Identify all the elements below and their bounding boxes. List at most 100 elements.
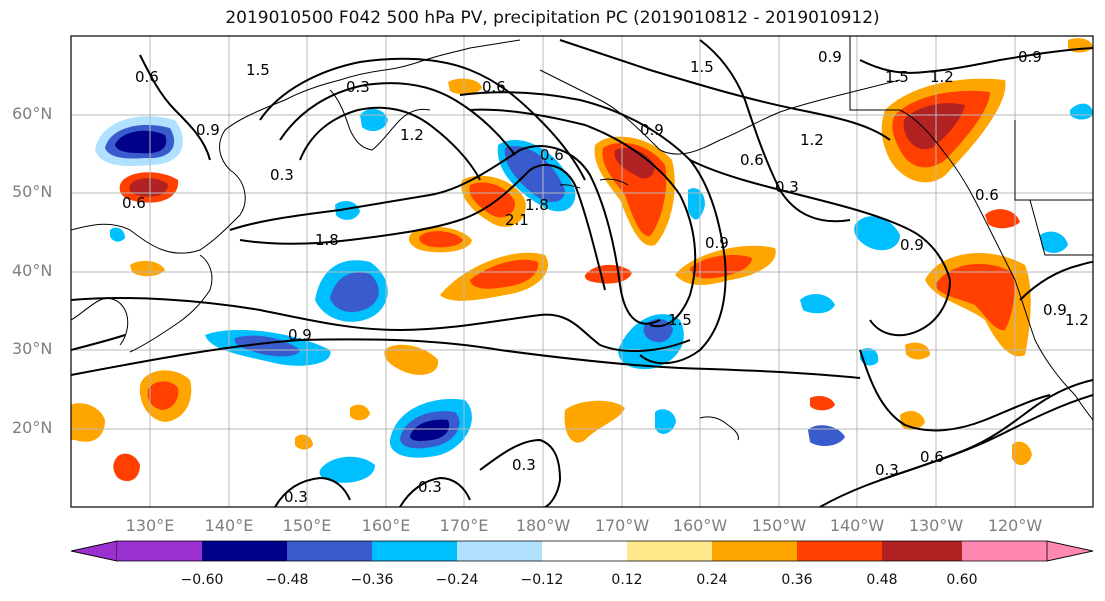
contour-label: 0.3: [346, 78, 370, 96]
contour-label: 0.6: [740, 151, 764, 169]
contour-label: 1.5: [690, 58, 714, 76]
coastline-korea: [71, 297, 129, 346]
precip-neg-blob: [115, 130, 167, 154]
colorbar-segment: [962, 541, 1047, 561]
colorbar-segment: [542, 541, 627, 561]
precip-pos-blob: [129, 178, 168, 197]
colorbar-arrow-low: [70, 540, 118, 562]
pv-contour: [469, 108, 697, 328]
pv-contour: [71, 334, 126, 351]
contour-label: 0.3: [775, 178, 799, 196]
colorbar-outline: [70, 540, 1094, 562]
lon-label: 140°W: [829, 516, 885, 535]
contour-label: 0.3: [875, 461, 899, 479]
precip-neg-blob: [808, 425, 845, 447]
lon-label: 160°W: [672, 516, 728, 535]
lon-label: 130°W: [908, 516, 964, 535]
contour-label: 1.5: [668, 311, 692, 329]
precip-neg-blob: [800, 293, 835, 314]
contour-label: 0.3: [418, 478, 442, 496]
colorbar-tick-label: 0.24: [696, 572, 728, 588]
precip-pos-blob: [470, 259, 539, 289]
contour-label: 1.2: [800, 131, 824, 149]
lat-label-40: 40°N: [12, 261, 53, 280]
contour-label: 0.6: [122, 194, 146, 212]
colorbar-segment: [117, 541, 202, 561]
lon-label: 160°E: [361, 516, 411, 535]
lon-label: 170°W: [594, 516, 650, 535]
colorbar-tick-label: 0.36: [781, 572, 813, 588]
colorbar-tick-label: −0.12: [520, 572, 564, 588]
pv-contour: [879, 379, 1093, 481]
pv-contour: [229, 145, 661, 325]
lon-label: 120°W: [987, 516, 1043, 535]
precip-pos-blob: [419, 231, 463, 248]
contour-label: 0.3: [270, 166, 294, 184]
precip-pos-blob: [295, 434, 313, 450]
pv-contour: [399, 476, 471, 507]
precip-neg-blob: [335, 200, 360, 220]
lat-label-30: 30°N: [12, 339, 53, 358]
contour-label: 1.5: [246, 61, 270, 79]
pv-contour: [279, 82, 516, 156]
pv-contour: [689, 159, 952, 337]
colorbar-segment: [627, 541, 712, 561]
colorbar-segment: [797, 541, 882, 561]
contour-label: 0.9: [196, 121, 220, 139]
contour-label: 0.9: [818, 48, 842, 66]
pv-contour: [139, 54, 211, 161]
contour-label: 0.6: [540, 146, 564, 164]
contour-label: 0.9: [640, 121, 664, 139]
pv-contour: [459, 91, 727, 365]
colorbar-tick-label: 0.12: [611, 572, 643, 588]
precip-neg-blob: [319, 456, 375, 483]
colorbar-segment: [372, 541, 457, 561]
contour-label: 0.9: [705, 234, 729, 252]
pv-contour: [859, 349, 1051, 432]
contour-label: 0.6: [975, 186, 999, 204]
precip-neg-blob: [234, 335, 300, 357]
lat-label-60: 60°N: [12, 104, 53, 123]
precip-neg-blob: [110, 227, 125, 242]
pv-contours: [71, 39, 1093, 507]
pv-contour: [259, 57, 586, 181]
pv-contour: [71, 338, 861, 379]
contour-label: 0.3: [512, 456, 536, 474]
coastline-aleutians: [559, 178, 629, 189]
lon-label: 130°E: [125, 516, 175, 535]
lon-label: 140°E: [204, 516, 254, 535]
contour-label: 0.9: [288, 326, 312, 344]
contour-label: 1.8: [525, 196, 549, 214]
contour-label: 0.9: [1018, 48, 1042, 66]
colorbar-segment: [712, 541, 797, 561]
precip-neg-blob: [504, 146, 565, 202]
contour-labels: 1.5 0.3 0.6 1.5 0.9 1.5 1.2 0.9 0.6 0.9 …: [122, 48, 1089, 506]
figure-title: 2019010500 F042 500 hPa PV, precipitatio…: [225, 8, 880, 28]
contour-label: 0.6: [920, 448, 944, 466]
lat-label-50: 50°N: [12, 182, 53, 201]
contour-label: 1.5: [885, 68, 909, 86]
colorbar-tick-label: −0.48: [265, 572, 309, 588]
precip-pos-blob: [935, 263, 1015, 331]
pv-contour: [559, 39, 891, 141]
precip-neg-blob: [688, 188, 705, 220]
pv-contour: [239, 164, 606, 291]
precip-pos-blob: [71, 403, 105, 442]
pv-contour: [274, 476, 351, 507]
pv-contour: [859, 47, 1093, 74]
colorbar-tick-label: −0.24: [435, 572, 479, 588]
colorbar: [70, 540, 1094, 562]
colorbar-segment: [457, 541, 542, 561]
colorbar-tick-label: −0.60: [180, 572, 224, 588]
lat-label-20: 20°N: [12, 418, 53, 437]
precip-pos-blob: [564, 400, 625, 443]
precip-pos-blob: [147, 381, 179, 410]
lon-label: 150°W: [751, 516, 807, 535]
precip-pos-blob: [810, 396, 835, 411]
colorbar-segment: [882, 541, 962, 561]
lon-label: 170°E: [439, 516, 489, 535]
contour-label: 1.2: [1065, 311, 1089, 329]
coastline-japan: [129, 254, 213, 353]
colorbar-arrow-high: [1046, 540, 1094, 562]
